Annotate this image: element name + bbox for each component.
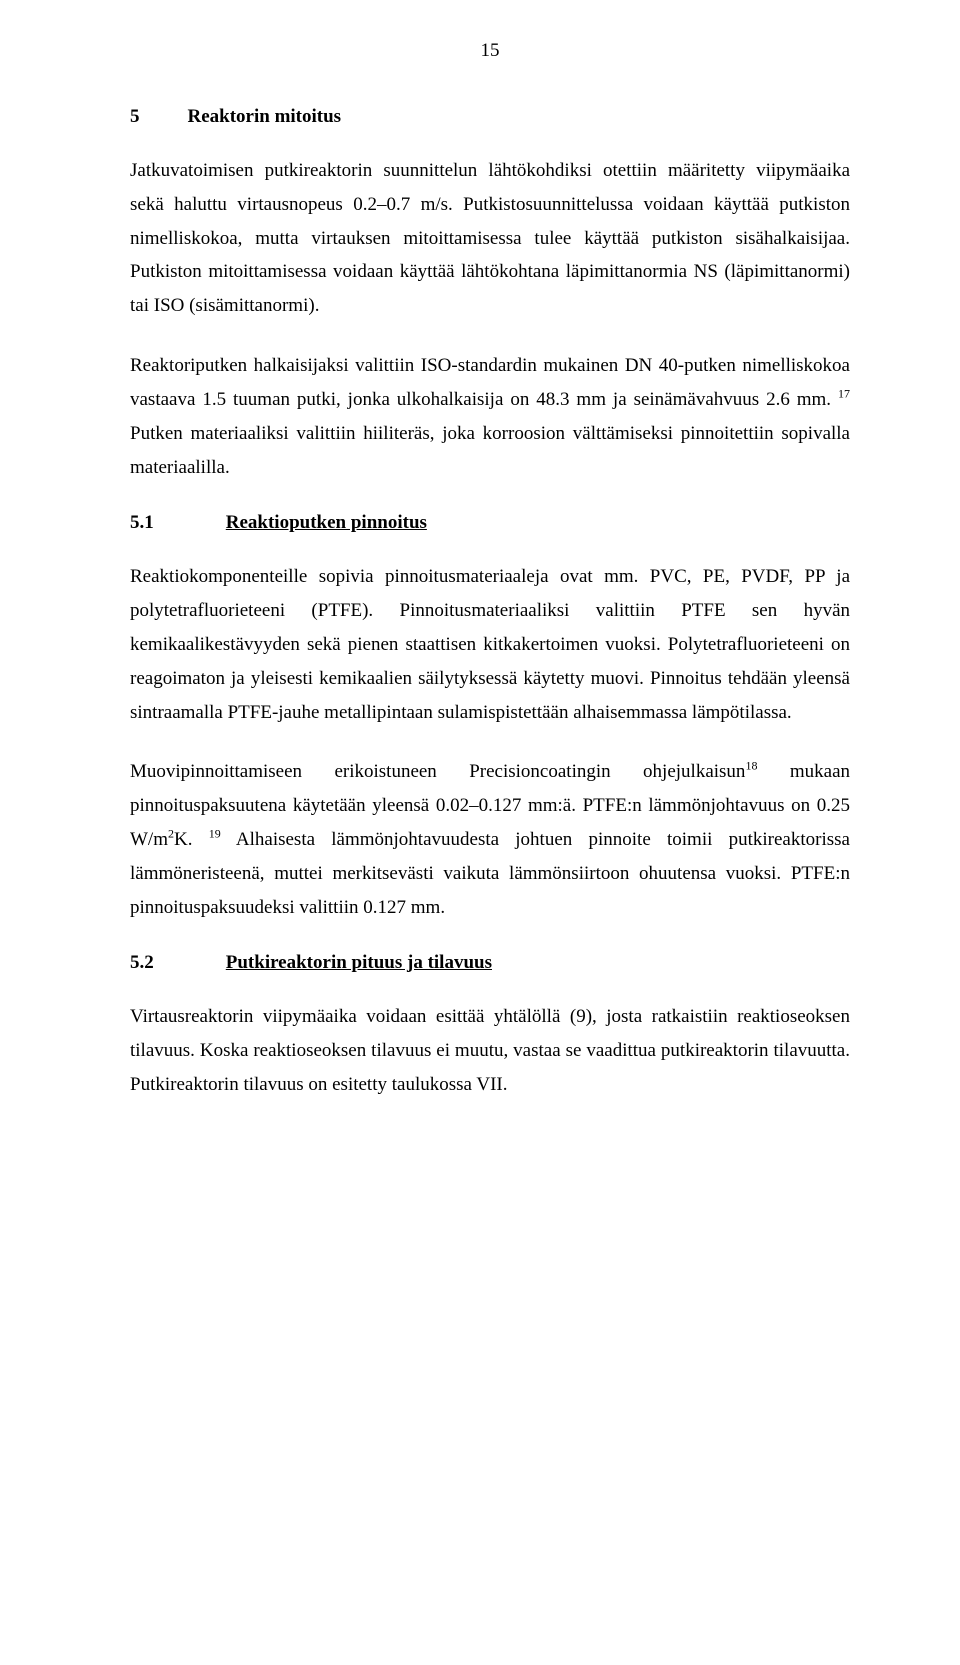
- paragraph-4d: Alhaisesta lämmönjohtavuudesta johtuen p…: [130, 829, 850, 918]
- paragraph-1: Jatkuvatoimisen putkireaktorin suunnitte…: [130, 154, 850, 323]
- paragraph-2: Reaktoriputken halkaisijaksi valittiin I…: [130, 349, 850, 484]
- heading-number: 5: [130, 106, 140, 128]
- paragraph-4c: K.: [174, 829, 209, 850]
- paragraph-3: Reaktiokomponenteille sopivia pinnoitusm…: [130, 560, 850, 729]
- subheading-number: 5.2: [130, 952, 154, 974]
- footnote-ref-19: 19: [209, 827, 221, 841]
- subheading-5-2: 5.2 Putkireaktorin pituus ja tilavuus: [130, 952, 850, 974]
- paragraph-5: Virtausreaktorin viipymäaika voidaan esi…: [130, 1000, 850, 1101]
- subheading-title: Reaktioputken pinnoitus: [226, 512, 427, 534]
- page-number: 15: [130, 40, 850, 62]
- paragraph-4a: Muovipinnoittamiseen erikoistuneen Preci…: [130, 761, 745, 782]
- heading-title: Reaktorin mitoitus: [188, 106, 342, 128]
- footnote-ref-18: 18: [745, 759, 757, 773]
- subheading-5-1: 5.1 Reaktioputken pinnoitus: [130, 512, 850, 534]
- heading-5: 5 Reaktorin mitoitus: [130, 106, 850, 128]
- subheading-number: 5.1: [130, 512, 154, 534]
- paragraph-4: Muovipinnoittamiseen erikoistuneen Preci…: [130, 755, 850, 924]
- paragraph-2a: Reaktoriputken halkaisijaksi valittiin I…: [130, 355, 850, 410]
- paragraph-2b: Putken materiaaliksi valittiin hiiliterä…: [130, 423, 850, 478]
- subheading-title: Putkireaktorin pituus ja tilavuus: [226, 952, 492, 974]
- footnote-ref-17: 17: [838, 387, 850, 401]
